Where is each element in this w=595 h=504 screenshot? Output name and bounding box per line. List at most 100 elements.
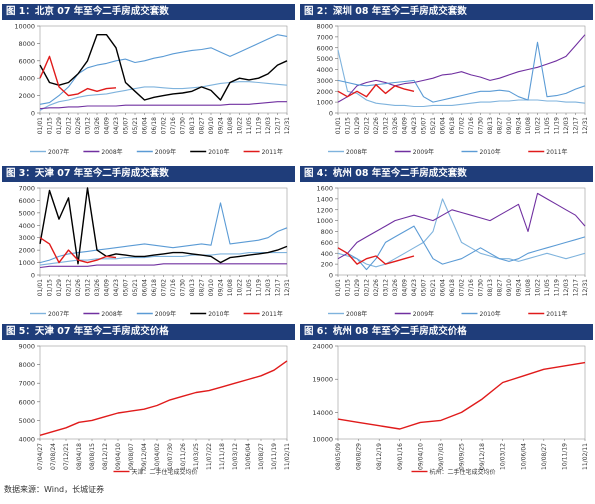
x-tick-label: 10/08/27: [541, 443, 548, 470]
x-tick-label: 08/27: [497, 279, 504, 296]
x-tick-label: 01/29: [56, 117, 63, 134]
x-tick-label: 10/08: [227, 117, 234, 134]
y-tick-label: 24000: [312, 343, 333, 351]
x-tick-label: 11/19: [256, 279, 263, 296]
series-line: [337, 247, 415, 265]
x-tick-label: 09/12/04: [141, 443, 148, 470]
x-tick-label: 09/10: [208, 117, 215, 134]
series-line: [39, 55, 117, 97]
x-tick-label: 09/08/07: [128, 443, 135, 470]
legend-label: 2009年: [413, 310, 434, 318]
x-tick-label: 09/01/16: [397, 443, 404, 470]
legend-label: 2008年: [101, 310, 122, 318]
x-tick-label: 06/18: [151, 279, 158, 296]
x-tick-label: 10/03/12: [500, 443, 507, 470]
x-tick-label: 07/02: [161, 117, 168, 134]
series-line: [337, 41, 586, 103]
y-tick-label: 1400: [316, 195, 333, 203]
x-tick-label: 08/08/15: [89, 443, 96, 470]
x-tick-label: 04/09: [402, 117, 409, 134]
x-tick-label: 01/01: [37, 279, 44, 296]
x-tick-label: 12/03: [265, 117, 272, 134]
y-tick-label: 800: [321, 228, 333, 236]
x-tick-label: 10/22: [237, 279, 244, 296]
x-tick-label: 03/26: [392, 279, 399, 296]
x-tick-label: 09/04/10: [417, 443, 424, 470]
legend-label: 2007年: [48, 148, 69, 156]
x-tick-label: 05/21: [430, 279, 437, 296]
y-tick-label: 9000: [18, 343, 35, 351]
y-tick-label: 6000: [316, 44, 333, 52]
x-tick-label: 12/31: [582, 117, 589, 134]
chart-panel-fig3: 图 3：天津 07 年至今二手房成交套数 0 1000 2000 3000 4000 50…: [2, 166, 295, 321]
y-tick-label: 10000: [14, 23, 35, 31]
line-chart: 10000 14000 19000 24000 08/05/09 08/08/29 08/1…: [312, 343, 589, 477]
series-line: [39, 34, 288, 101]
x-tick-label: 04/23: [411, 279, 418, 296]
x-tick-label: 07/30: [180, 117, 187, 134]
legend-label: 2009年: [155, 148, 176, 156]
x-tick-label: 12/17: [573, 117, 580, 134]
x-tick-label: 05/07: [123, 117, 130, 134]
y-tick-label: 0: [329, 110, 333, 118]
x-tick-label: 10/22: [237, 117, 244, 134]
x-tick-label: 10/11/26: [180, 443, 187, 470]
x-tick-label: 12/31: [284, 117, 291, 134]
x-tick-label: 02/12: [364, 117, 371, 134]
x-tick-label: 01/15: [345, 279, 352, 296]
x-tick-label: 01/01: [37, 117, 44, 134]
y-tick-label: 5000: [18, 209, 35, 217]
chart-panel-fig5: 图 5：天津 07 年至今二手房成交价格 4000 5000 6000 7000 800…: [2, 324, 295, 479]
x-tick-label: 03/12: [383, 279, 390, 296]
legend-label: 2008年: [346, 310, 367, 318]
y-tick-label: 6000: [18, 57, 35, 65]
x-tick-label: 08/13: [189, 279, 196, 296]
y-tick-label: 200: [321, 261, 333, 269]
x-tick-label: 08/13: [487, 117, 494, 134]
x-tick-label: 06/18: [449, 117, 456, 134]
series-line: [39, 34, 288, 105]
y-tick-label: 4000: [18, 75, 35, 83]
x-tick-label: 01/29: [56, 279, 63, 296]
legend-label: 2011年: [546, 148, 567, 156]
x-tick-label: 03/12: [383, 117, 390, 134]
x-tick-label: 11/19: [256, 117, 263, 134]
x-tick-label: 09/24: [516, 279, 523, 296]
y-tick-label: 7000: [316, 33, 333, 41]
x-tick-label: 11/05: [246, 279, 253, 296]
legend-label: 2007年: [48, 310, 69, 318]
x-tick-label: 11/03/25: [193, 443, 200, 470]
x-tick-label: 11/19: [554, 117, 561, 134]
legend-label: 2010年: [208, 310, 229, 318]
x-tick-label: 10/08: [525, 279, 532, 296]
x-tick-label: 10/11/19: [561, 443, 568, 470]
x-tick-label: 08/13: [487, 279, 494, 296]
x-tick-label: 09/10: [506, 279, 513, 296]
x-tick-label: 12/03: [563, 279, 570, 296]
x-tick-label: 08/12/19: [376, 443, 383, 470]
x-tick-label: 07/12/21: [63, 443, 70, 470]
y-tick-label: 4000: [18, 436, 35, 444]
x-tick-label: 11/07/22: [206, 443, 213, 470]
x-tick-label: 10/06/04: [245, 443, 252, 470]
x-tick-label: 09/24: [218, 279, 225, 296]
y-tick-label: 10000: [312, 436, 333, 444]
x-tick-label: 08/04/18: [76, 443, 83, 470]
y-tick-label: 5000: [18, 417, 35, 425]
x-tick-label: 07/16: [170, 117, 177, 134]
x-tick-label: 08/27: [199, 117, 206, 134]
x-tick-label: 03/26: [94, 117, 101, 134]
x-tick-label: 12/03: [265, 279, 272, 296]
x-tick-label: 03/26: [392, 117, 399, 134]
x-tick-label: 09/09/25: [459, 443, 466, 470]
y-tick-label: 1000: [316, 99, 333, 107]
x-tick-label: 10/03/12: [232, 443, 239, 470]
legend-label: 2010年: [480, 310, 501, 318]
x-tick-label: 10/22: [535, 117, 542, 134]
x-tick-label: 03/12: [85, 117, 92, 134]
x-tick-label: 05/21: [132, 279, 139, 296]
x-tick-label: 06/04: [440, 117, 447, 134]
x-tick-label: 02/26: [75, 117, 82, 134]
chart-panel-fig4: 图 4：杭州 08 年至今二手房成交套数 0 200 400 600 800 1000 12…: [300, 166, 593, 321]
